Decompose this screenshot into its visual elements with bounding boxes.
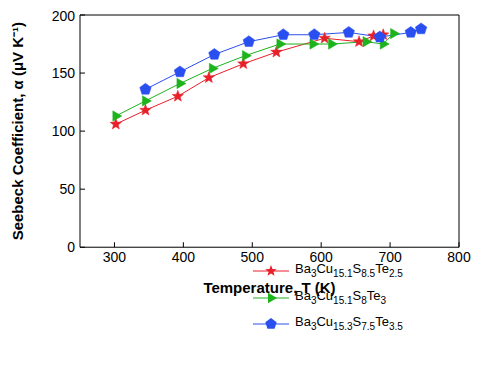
svg-text:200: 200 xyxy=(52,8,76,24)
svg-text:150: 150 xyxy=(52,65,76,81)
svg-text:50: 50 xyxy=(59,181,75,197)
svg-text:800: 800 xyxy=(447,249,471,265)
html-text:Ba3Cu15.1S8Te3: Ba3Cu15.1S8Te3 xyxy=(295,287,387,306)
html-text:Ba3Cu15.1S8.5Te2.5: Ba3Cu15.1S8.5Te2.5 xyxy=(295,261,403,279)
html-text:Ba3Cu15.3S7.5Te3.5: Ba3Cu15.3S7.5Te3.5 xyxy=(295,314,403,332)
svg-text:100: 100 xyxy=(52,123,76,139)
svg-text:600: 600 xyxy=(310,249,334,265)
svg-text:400: 400 xyxy=(172,249,196,265)
svg-text:Temperature, T (K): Temperature, T (K) xyxy=(203,279,335,296)
svg-text:500: 500 xyxy=(241,249,265,265)
svg-text:300: 300 xyxy=(103,249,127,265)
svg-text:700: 700 xyxy=(378,249,402,265)
svg-text:Seebeck Coefficient, α (μV K⁻¹: Seebeck Coefficient, α (μV K⁻¹) xyxy=(9,22,26,240)
svg-text:0: 0 xyxy=(67,239,75,255)
